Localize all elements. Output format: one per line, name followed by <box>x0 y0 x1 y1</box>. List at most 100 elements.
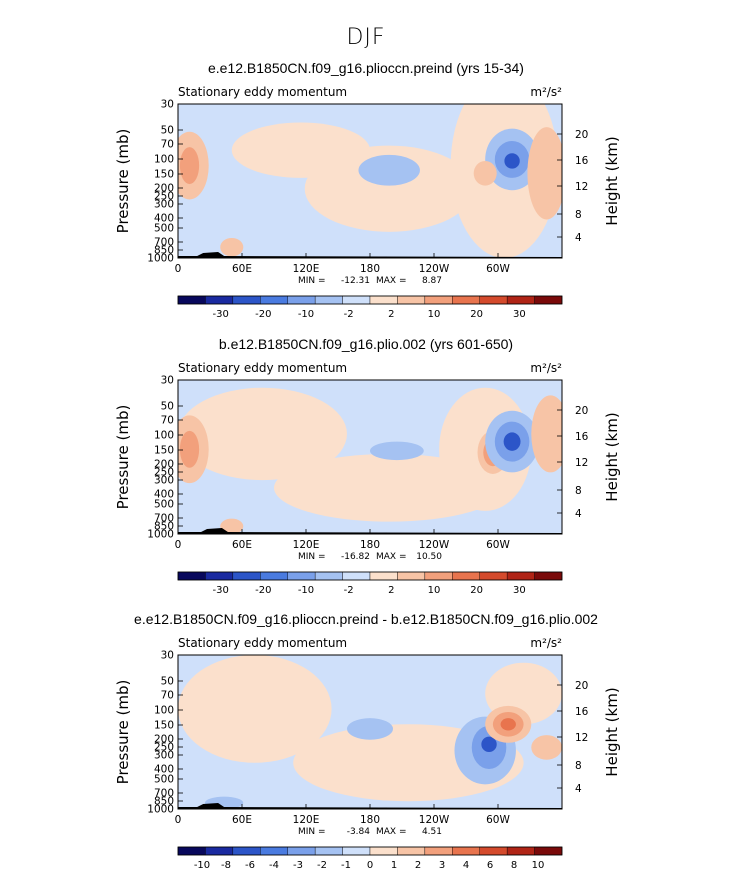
x-tick-label: 60E <box>232 263 252 275</box>
y-right-tick-label: 16 <box>575 431 589 443</box>
y-tick-label: 500 <box>154 223 174 235</box>
y-tick-label: 30 <box>161 99 174 111</box>
colorbar-tick-label: -20 <box>255 309 271 320</box>
y-right-tick-label: 8 <box>575 209 582 221</box>
y-right-tick-label: 12 <box>575 732 588 744</box>
colorbar-frame <box>177 846 563 856</box>
y-right-tick-label: 16 <box>575 706 589 718</box>
panel-subtitle: Stationary eddy momentum <box>178 361 347 375</box>
colorbar-tick-label: 6 <box>487 860 493 871</box>
contour-fill-12 <box>220 237 244 257</box>
colorbar-swatch <box>314 846 343 856</box>
max-label: MAX = <box>376 552 407 562</box>
chart-panel-1: e.e12.B1850CN.f09_g16.plioccn.preind (yr… <box>114 60 621 320</box>
x-tick-label: 60E <box>232 539 252 551</box>
colorbar-swatch <box>452 571 480 581</box>
colorbar-tick-label: -1 <box>341 860 351 871</box>
min-label: MIN = <box>298 276 326 286</box>
min-value: -3.84 <box>347 827 371 837</box>
field-layer <box>178 380 562 534</box>
y-tick-label: 100 <box>154 705 174 717</box>
x-tick-label: 120E <box>293 814 320 826</box>
y-right-tick-label: 20 <box>575 129 588 141</box>
colorbar-swatch <box>260 571 288 581</box>
colorbar-tick-label: -2 <box>344 585 354 596</box>
contour-fill-11 <box>473 160 497 186</box>
y-right-tick-label: 4 <box>575 783 582 795</box>
units-label: m²/s² <box>530 85 562 99</box>
y-tick-label: 500 <box>154 774 174 786</box>
contour-fill-6 <box>370 441 424 461</box>
colorbar-frame <box>177 571 563 581</box>
panels-group: e.e12.B1850CN.f09_g16.plioccn.preind (yr… <box>114 60 621 871</box>
colorbar-swatch <box>314 295 343 305</box>
x-tick-label: 120E <box>293 539 320 551</box>
x-tick-label: 120W <box>419 263 450 275</box>
colorbar-tick-label: -2 <box>317 860 327 871</box>
y-tick-label: 50 <box>161 676 174 688</box>
colorbar-tick-label: -8 <box>221 860 231 871</box>
colorbar-swatch <box>534 295 563 305</box>
colorbar-swatch <box>232 846 261 856</box>
colorbar-tick-label: 30 <box>513 585 526 596</box>
colorbar-swatch <box>479 571 508 581</box>
colorbar-tick-label: 4 <box>463 860 469 871</box>
y-tick-label: 30 <box>161 375 174 387</box>
y-tick-label: 1000 <box>147 529 174 541</box>
y-tick-label: 250 <box>154 191 174 203</box>
y-axis-right-label: Height (km) <box>603 136 621 225</box>
units-label: m²/s² <box>530 636 562 650</box>
units-label: m²/s² <box>530 361 562 375</box>
colorbar-swatch <box>342 571 371 581</box>
y-tick-label: 700 <box>154 513 174 525</box>
colorbar-tick-label: 10 <box>428 309 441 320</box>
colorbar-swatch <box>177 295 206 305</box>
y-tick-label: 300 <box>154 199 174 211</box>
colorbar-tick-label: 10 <box>428 585 441 596</box>
y-tick-label: 70 <box>161 690 174 702</box>
x-tick-label: 60W <box>486 814 510 826</box>
y-tick-label: 150 <box>154 169 174 181</box>
figure-title: DJF <box>346 25 385 50</box>
y-right-tick-label: 4 <box>575 508 582 520</box>
colorbar-swatch <box>452 846 480 856</box>
colorbar-swatch <box>342 846 371 856</box>
colorbar-tick-label: 1 <box>391 860 397 871</box>
y-tick-label: 150 <box>154 445 174 457</box>
colorbar-frame <box>177 295 563 305</box>
y-tick-label: 700 <box>154 237 174 249</box>
y-right-tick-label: 8 <box>575 760 582 772</box>
y-tick-label: 850 <box>154 796 174 808</box>
contour-fill-11 <box>531 735 562 760</box>
colorbar-tick-label: -30 <box>212 585 228 596</box>
y-axis-right-label: Height (km) <box>603 412 621 501</box>
colorbar-swatch <box>479 295 508 305</box>
colorbar-tick-label: 2 <box>415 860 421 871</box>
x-tick-label: 0 <box>175 263 182 275</box>
y-tick-label: 300 <box>154 750 174 762</box>
colorbar-tick-label: -2 <box>344 309 354 320</box>
colorbar-tick-label: -10 <box>298 309 314 320</box>
colorbar-swatch <box>424 571 453 581</box>
colorbar-tick-label: -30 <box>212 309 228 320</box>
min-value: -16.82 <box>341 552 370 562</box>
colorbar-swatch <box>314 571 343 581</box>
y-tick-label: 200 <box>154 734 174 746</box>
colorbar-swatch <box>232 571 261 581</box>
contour-fill-13 <box>220 518 244 534</box>
x-tick-label: 180 <box>360 814 380 826</box>
y-tick-label: 400 <box>154 489 174 501</box>
colorbar-swatch <box>287 846 316 856</box>
colorbar-swatch <box>205 571 234 581</box>
x-tick-label: 120E <box>293 263 320 275</box>
y-tick-label: 150 <box>154 720 174 732</box>
y-tick-label: 500 <box>154 499 174 511</box>
colorbar-swatch <box>506 846 535 856</box>
y-right-tick-label: 16 <box>575 155 589 167</box>
colorbar-tick-label: -10 <box>298 585 314 596</box>
y-right-tick-label: 20 <box>575 405 588 417</box>
x-tick-label: 0 <box>175 814 182 826</box>
contour-fill-7 <box>481 736 497 753</box>
y-tick-label: 1000 <box>147 253 174 265</box>
contour-fill-1 <box>178 387 347 481</box>
